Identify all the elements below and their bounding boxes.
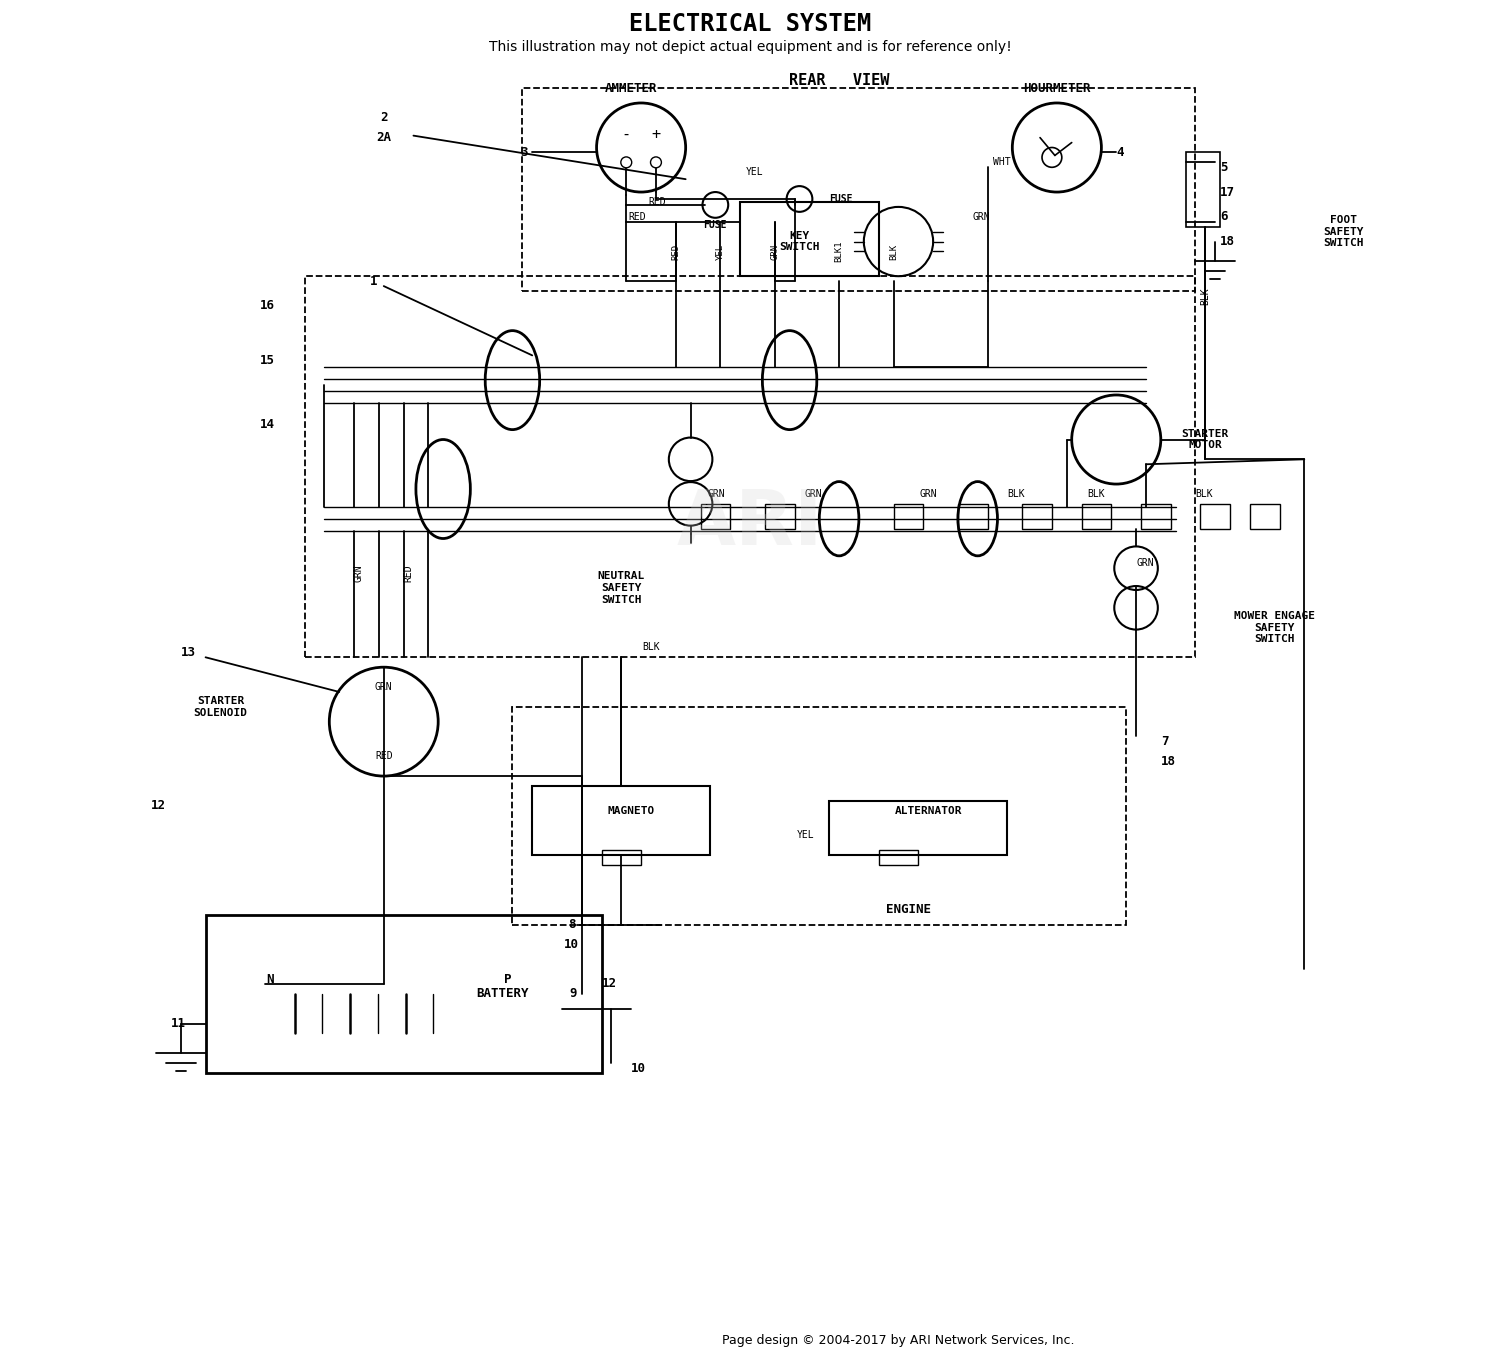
Circle shape [621,156,632,167]
Text: P: P [504,973,512,985]
Text: 5: 5 [1220,161,1227,174]
Text: -: - [621,128,632,143]
Bar [532,786,711,855]
Bar [1022,504,1052,528]
Text: 3: 3 [520,145,528,159]
Text: FUSE: FUSE [704,220,728,229]
Text: BLK: BLK [1196,488,1214,499]
Text: GRN: GRN [1136,558,1154,568]
Text: +: + [651,128,660,143]
Text: 15: 15 [260,354,274,366]
Text: 1: 1 [370,274,378,288]
Text: 6: 6 [1220,210,1227,224]
Text: MOWER ENGAGE
SAFETY
SWITCH: MOWER ENGAGE SAFETY SWITCH [1234,611,1316,645]
Text: STARTER
MOTOR: STARTER MOTOR [1182,428,1228,450]
Text: 12: 12 [152,800,166,812]
Bar [1250,504,1280,528]
Text: YEL: YEL [796,830,814,841]
Text: 2: 2 [380,111,387,125]
Bar [740,202,879,276]
Text: FOOT
SAFETY
SWITCH: FOOT SAFETY SWITCH [1323,215,1364,248]
Text: ARI: ARI [676,487,824,561]
Text: ELECTRICAL SYSTEM: ELECTRICAL SYSTEM [628,12,872,36]
Text: GRN: GRN [804,488,822,499]
Text: BLK: BLK [642,642,660,653]
Text: 8: 8 [568,918,576,932]
Text: REAR   VIEW: REAR VIEW [789,73,889,88]
Text: Page design © 2004-2017 by ARI Network Services, Inc.: Page design © 2004-2017 by ARI Network S… [722,1334,1074,1347]
Text: BLK: BLK [890,243,898,259]
Bar [513,707,1126,925]
Text: 11: 11 [171,1017,186,1030]
Text: RED: RED [672,243,681,259]
Bar [1142,504,1170,528]
Text: RED: RED [648,198,666,207]
Text: HOURMETER: HOURMETER [1023,81,1090,95]
Text: RED: RED [404,564,414,582]
Text: 2A: 2A [376,132,392,144]
Bar [765,504,795,528]
Text: 10: 10 [564,938,579,951]
Bar [1082,504,1112,528]
Bar [602,851,640,866]
Text: BLK: BLK [1088,488,1106,499]
Text: GRN: GRN [354,564,364,582]
Bar [1200,504,1230,528]
Text: 12: 12 [602,977,616,991]
Text: BLK1: BLK1 [834,240,843,262]
Text: N: N [266,973,273,985]
Text: YEL: YEL [716,243,724,259]
Text: 4: 4 [1116,145,1124,159]
Circle shape [651,156,662,167]
Text: ALTERNATOR: ALTERNATOR [894,805,962,816]
Text: GRN: GRN [972,211,990,222]
Text: GRN: GRN [920,488,938,499]
Text: STARTER
SOLENOID: STARTER SOLENOID [194,696,248,718]
Text: 13: 13 [180,646,195,659]
Text: NEUTRAL
SAFETY
SWITCH: NEUTRAL SAFETY SWITCH [597,571,645,605]
Bar [830,801,1008,855]
Bar [522,88,1196,291]
Text: This illustration may not depict actual equipment and is for reference only!: This illustration may not depict actual … [489,40,1011,54]
Text: FUSE: FUSE [830,193,852,204]
Text: BLK: BLK [1008,488,1025,499]
Text: ENGINE: ENGINE [886,903,932,916]
Text: YEL: YEL [746,167,764,177]
Text: RED: RED [628,211,646,222]
Text: GRN: GRN [770,243,778,259]
Text: KEY
SWITCH: KEY SWITCH [778,230,819,252]
Text: 16: 16 [260,299,274,313]
Text: GRN: GRN [375,682,393,691]
Text: MAGNETO: MAGNETO [608,805,656,816]
Bar [958,504,987,528]
Text: BATTERY: BATTERY [477,988,530,1000]
Text: 10: 10 [632,1062,646,1074]
Text: 9: 9 [570,988,578,1000]
Bar [879,851,918,866]
Text: GRN: GRN [708,488,726,499]
Bar [700,504,730,528]
Text: 17: 17 [1220,185,1234,199]
Bar [1185,152,1219,226]
Text: RED: RED [375,752,393,761]
Bar [206,915,602,1073]
Text: BLK: BLK [1200,287,1210,305]
Text: 14: 14 [260,418,274,431]
Bar [894,504,922,528]
Text: AMMETER: AMMETER [604,81,657,95]
Text: 7: 7 [1161,735,1168,748]
Bar [304,276,1196,657]
Text: WHT: WHT [993,158,1010,167]
Text: 18: 18 [1161,755,1176,768]
Text: 18: 18 [1220,235,1234,248]
